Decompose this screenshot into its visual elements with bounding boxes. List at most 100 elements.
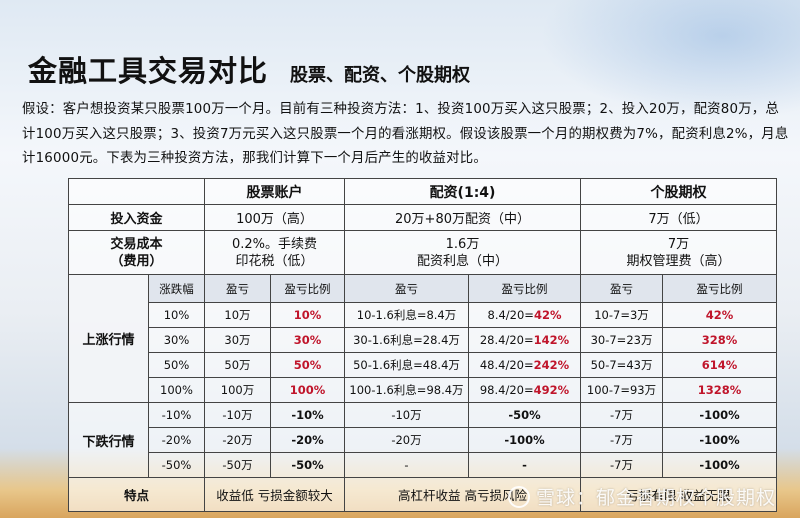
- down-stock-ratio-cell: -50%: [270, 452, 345, 478]
- feature-option: 亏损有限 收益无限: [580, 477, 778, 512]
- up-stock-pnl-cell: 30万: [204, 327, 271, 353]
- down-margin-ratio-cell: -100%: [467, 427, 582, 453]
- down-option-ratio-cell: -100%: [662, 452, 778, 478]
- comparison-table: 股票账户 配资(1:4) 个股期权 投入资金 100万（高） 20万+80万配资…: [68, 178, 778, 512]
- down-stock-ratio-cell: -10%: [270, 402, 345, 428]
- header-margin: 配资(1:4): [343, 178, 582, 205]
- invest-option: 7万（低）: [580, 204, 778, 231]
- page-subtitle: 股票、配资、个股期权: [290, 65, 471, 86]
- table-row: -50% -50万 -50% - - -7万 -100%: [69, 452, 778, 478]
- table-row: 30% 30万 30% 30-1.6利息=28.4万 28.4/20=142% …: [69, 327, 778, 353]
- ratio-result: 492%: [533, 383, 570, 397]
- header-corner: [68, 178, 205, 205]
- down-margin-pnl-cell: -: [344, 452, 469, 478]
- up-margin-pnl-cell: 30-1.6利息=28.4万: [344, 327, 469, 353]
- ratio-formula: 48.4/20=: [479, 358, 534, 372]
- up-margin-pnl-cell: 10-1.6利息=8.4万: [344, 302, 469, 328]
- down-stock-pnl-cell: -50万: [204, 452, 271, 478]
- up-market-label: 上涨行情: [68, 274, 149, 403]
- feature-stock: 收益低 亏损金额较大: [204, 477, 345, 512]
- up-stock-ratio-cell: 10%: [270, 302, 345, 328]
- down-margin-ratio-cell: -: [467, 452, 582, 478]
- title-row: 金融工具交易对比 股票、配资、个股期权: [28, 48, 470, 90]
- ratio-result: 142%: [533, 333, 570, 347]
- up-stock-pnl-cell: 50万: [204, 352, 271, 378]
- cost-margin-line1: 1.6万: [445, 236, 480, 252]
- up-change-cell: 30%: [148, 327, 205, 353]
- subheader-row: 上涨行情 涨跌幅 盈亏 盈亏比例 盈亏 盈亏比例 盈亏 盈亏比例: [68, 274, 778, 403]
- cost-option-line1: 7万: [667, 236, 690, 252]
- up-margin-ratio-cell: 98.4/20=492%: [467, 377, 582, 403]
- feature-row: 特点 收益低 亏损金额较大 高杠杆收益 高亏损风险 亏损有限 收益无限: [68, 477, 778, 512]
- up-option-pnl-cell: 30-7=23万: [580, 327, 664, 353]
- up-stock-ratio-cell: 100%: [270, 377, 345, 403]
- sub-change: 涨跌幅: [148, 274, 205, 303]
- cost-label-line2: （费用）: [110, 253, 163, 269]
- up-margin-ratio-cell: 28.4/20=142%: [467, 327, 582, 353]
- up-option-ratio-cell: 328%: [662, 327, 778, 353]
- down-change-cell: -20%: [148, 427, 205, 453]
- down-margin-pnl-cell: -10万: [344, 402, 469, 428]
- down-market-label: 下跌行情: [68, 402, 149, 478]
- up-change-cell: 50%: [148, 352, 205, 378]
- up-margin-pnl-cell: 50-1.6利息=48.4万: [344, 352, 469, 378]
- down-option-pnl-cell: -7万: [580, 427, 664, 453]
- cost-margin: 1.6万 配资利息（中）: [343, 230, 582, 275]
- sub-margin-pnl: 盈亏: [344, 274, 469, 303]
- up-option-pnl-cell: 10-7=3万: [580, 302, 664, 328]
- cost-stock: 0.2%。手续费 印花税（低）: [204, 230, 345, 275]
- watermark-text: 雪球：郁金香期权个股期权: [535, 487, 776, 509]
- sub-stock-ratio: 盈亏比例: [270, 274, 345, 303]
- invest-margin: 20万+80万配资（中）: [343, 204, 582, 231]
- up-option-pnl-cell: 100-7=93万: [580, 377, 664, 403]
- down-margin-pnl-cell: -20万: [344, 427, 469, 453]
- cost-option: 7万 期权管理费（高）: [580, 230, 778, 275]
- table-row: 50% 50万 50% 50-1.6利息=48.4万 48.4/20=242% …: [69, 352, 778, 378]
- ratio-result: 42%: [533, 308, 562, 322]
- ratio-result: 242%: [533, 358, 570, 372]
- down-option-pnl-cell: -7万: [580, 452, 664, 478]
- up-stock-ratio-cell: 30%: [270, 327, 345, 353]
- cost-label-line1: 交易成本: [110, 236, 163, 252]
- up-change-cell: 10%: [148, 302, 205, 328]
- header-row: 股票账户 配资(1:4) 个股期权: [68, 178, 778, 205]
- sub-option-pnl: 盈亏: [580, 274, 664, 303]
- table-row: 100% 100万 100% 100-1.6利息=98.4万 98.4/20=4…: [69, 377, 778, 403]
- background-glow: [540, 0, 800, 120]
- up-margin-ratio-cell: 8.4/20=42%: [467, 302, 582, 328]
- down-margin-ratio-cell: -50%: [467, 402, 582, 428]
- header-stock: 股票账户: [204, 178, 345, 205]
- sub-margin-ratio: 盈亏比例: [467, 274, 582, 303]
- feature-margin: 高杠杆收益 高亏损风险: [343, 477, 582, 512]
- up-option-ratio-cell: 1328%: [662, 377, 778, 403]
- feature-label: 特点: [68, 477, 205, 512]
- down-option-ratio-cell: -100%: [662, 402, 778, 428]
- invest-row: 投入资金 100万（高） 20万+80万配资（中） 7万（低）: [68, 204, 778, 231]
- up-stock-pnl-cell: 10万: [204, 302, 271, 328]
- cost-label: 交易成本 （费用）: [68, 230, 205, 275]
- invest-label: 投入资金: [68, 204, 205, 231]
- up-margin-pnl-cell: 100-1.6利息=98.4万: [344, 377, 469, 403]
- down-stock-ratio-cell: -20%: [270, 427, 345, 453]
- sub-stock-pnl: 盈亏: [204, 274, 271, 303]
- down-change-cell: -10%: [148, 402, 205, 428]
- up-stock-ratio-cell: 50%: [270, 352, 345, 378]
- cost-row: 交易成本 （费用） 0.2%。手续费 印花税（低） 1.6万 配资利息（中） 7…: [68, 230, 778, 275]
- up-change-cell: 100%: [148, 377, 205, 403]
- intro-paragraph: 假设：客户想投资某只股票100万一个月。目前有三种投资方法：1、投资100万买入…: [22, 102, 789, 166]
- table-row: -20% -20万 -20% -20万 -100% -7万 -100%: [69, 427, 778, 453]
- page-title: 金融工具交易对比: [28, 54, 269, 88]
- down-change-cell: -50%: [148, 452, 205, 478]
- up-margin-ratio-cell: 48.4/20=242%: [467, 352, 582, 378]
- down-stock-pnl-cell: -20万: [204, 427, 271, 453]
- snowball-logo-icon: [507, 486, 530, 508]
- ratio-formula: 8.4/20=: [487, 308, 534, 322]
- up-stock-pnl-cell: 100万: [204, 377, 271, 403]
- up-option-pnl-cell: 50-7=43万: [580, 352, 664, 378]
- down-stock-pnl-cell: -10万: [204, 402, 271, 428]
- down-option-ratio-cell: -100%: [662, 427, 778, 453]
- watermark: 雪球：郁金香期权个股期权: [507, 483, 776, 510]
- cost-option-line2: 期权管理费（高）: [626, 253, 731, 269]
- ratio-formula: 28.4/20=: [479, 333, 534, 347]
- up-option-ratio-cell: 614%: [662, 352, 778, 378]
